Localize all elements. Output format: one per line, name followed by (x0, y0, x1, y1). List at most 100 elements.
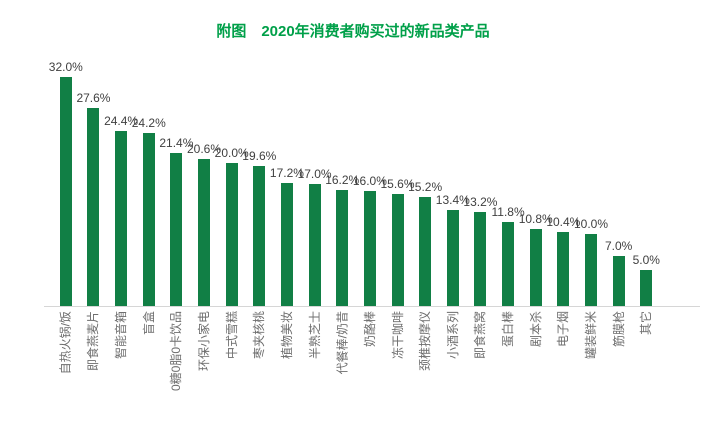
category-slot: 环保小家电 (190, 311, 218, 424)
bar-slot: 24.2% (131, 0, 166, 306)
bar-slot: 11.8% (491, 0, 525, 306)
bar-value-label: 15.6% (380, 177, 415, 191)
category-label: 枣夹核桃 (252, 311, 267, 360)
bar-value-label: 10.8% (518, 212, 553, 226)
bar (87, 108, 100, 306)
bar (502, 222, 515, 306)
bar-value-label: 10.0% (573, 217, 608, 231)
bar-value-label: 24.2% (131, 116, 166, 130)
bar-slot: 15.2% (408, 0, 442, 306)
bar-slot: 24.4% (104, 0, 139, 306)
category-label: 筋膜枪 (611, 311, 626, 348)
category-slot: 其它 (632, 311, 660, 424)
bar (446, 210, 459, 306)
bar (225, 163, 238, 306)
bar-slot: 7.0% (605, 0, 633, 306)
category-label: 代餐棒/奶昔 (335, 311, 350, 375)
category-slot: 剧本杀 (522, 311, 550, 424)
category-label: 自热火锅/饭 (58, 311, 73, 375)
bar-slot: 13.2% (463, 0, 497, 306)
category-slot: 筋膜枪 (605, 311, 633, 424)
category-slot: 盲盒 (135, 311, 163, 424)
category-slot: 颈椎按摩仪 (411, 311, 439, 424)
category-label: 半熟芝士 (307, 311, 322, 360)
bar-value-label: 21.4% (159, 136, 194, 150)
bar-value-label: 20.0% (214, 146, 249, 160)
bar (419, 197, 432, 306)
category-label: 盲盒 (141, 311, 156, 336)
bar-value-label: 5.0% (632, 253, 660, 267)
bar (391, 194, 404, 306)
category-slot: 0糖0脂0卡饮品 (163, 311, 191, 424)
category-slot: 自热火锅/饭 (52, 311, 80, 424)
bar-value-label: 27.6% (76, 91, 111, 105)
bar (198, 159, 211, 306)
category-label: 0糖0脂0卡饮品 (169, 311, 184, 392)
bar (308, 184, 321, 306)
category-slot: 枣夹核桃 (245, 311, 273, 424)
category-label: 罐装鲜米 (584, 311, 598, 360)
bar (142, 133, 155, 306)
category-slot: 代餐棒/奶昔 (328, 311, 356, 424)
category-slot: 小酒系列 (439, 311, 467, 424)
category-slot: 罐装鲜米 (577, 311, 605, 424)
bar-slot: 32.0% (48, 0, 83, 306)
bar (280, 183, 293, 306)
category-slot: 智能音箱 (107, 311, 135, 424)
bar-slot: 20.0% (214, 0, 249, 306)
bar (584, 234, 597, 306)
x-axis-line (44, 306, 700, 307)
bars-layer: 32.0% 27.6% 24.4% 24.2% 21.4% 20.6% 20.0% 19.6%… (48, 0, 660, 306)
bar (529, 229, 542, 306)
bar-slot: 21.4% (159, 0, 193, 306)
bar-slot: 17.2% (269, 0, 304, 306)
category-label: 剧本杀 (528, 311, 543, 348)
bar (59, 77, 72, 306)
category-slot: 中式雪糕 (218, 311, 246, 424)
category-label: 电子烟 (556, 311, 571, 348)
category-label: 环保小家电 (197, 311, 212, 372)
bar-slot: 10.0% (573, 0, 608, 306)
bar (640, 270, 653, 306)
bar-value-label: 7.0% (604, 239, 633, 253)
category-label: 即食燕麦片 (86, 311, 101, 372)
bar-slot: 19.6% (242, 0, 277, 306)
category-labels-layer: 自热火锅/饭 即食燕麦片 智能音箱 盲盒 0糖0脂0卡饮品 环保小家电 中式雪糕 枣夹核桃 植物… (52, 311, 660, 424)
bar-slot: 15.6% (380, 0, 415, 306)
bar (170, 153, 183, 306)
category-label: 智能音箱 (114, 311, 129, 360)
bar-value-label: 32.0% (48, 60, 83, 74)
bar-value-label: 24.4% (104, 114, 139, 128)
bar (474, 212, 487, 306)
bar-slot: 17.0% (297, 0, 332, 306)
bar (612, 256, 625, 306)
bar-slot: 27.6% (76, 0, 110, 306)
category-label: 冻干咖啡 (390, 311, 405, 360)
bar (253, 166, 266, 306)
category-slot: 电子烟 (550, 311, 578, 424)
category-label: 奶酪棒 (362, 311, 377, 348)
category-slot: 即食燕窝 (467, 311, 495, 424)
bar-slot: 13.4% (436, 0, 470, 306)
bar-value-label: 16.0% (352, 174, 387, 188)
category-slot: 冻干咖啡 (384, 311, 412, 424)
bar (557, 232, 570, 306)
category-label: 即食燕窝 (473, 311, 488, 360)
category-label: 小酒系列 (445, 311, 460, 360)
bar-slot: 16.2% (325, 0, 360, 306)
bar-value-label: 19.6% (242, 149, 277, 163)
category-label: 颈椎按摩仪 (418, 311, 433, 372)
bar-slot: 10.8% (518, 0, 553, 306)
bar-value-label: 10.4% (546, 215, 581, 229)
bar-value-label: 17.0% (297, 167, 332, 181)
bar-value-label: 13.2% (463, 195, 498, 209)
bar-value-label: 11.8% (491, 205, 525, 219)
bar (336, 190, 349, 306)
bar-value-label: 16.2% (325, 173, 360, 187)
category-label: 蛋白棒 (501, 311, 516, 348)
bar-value-label: 17.2% (269, 166, 304, 180)
bar (363, 191, 376, 306)
bar (115, 131, 128, 306)
category-slot: 蛋白棒 (494, 311, 522, 424)
